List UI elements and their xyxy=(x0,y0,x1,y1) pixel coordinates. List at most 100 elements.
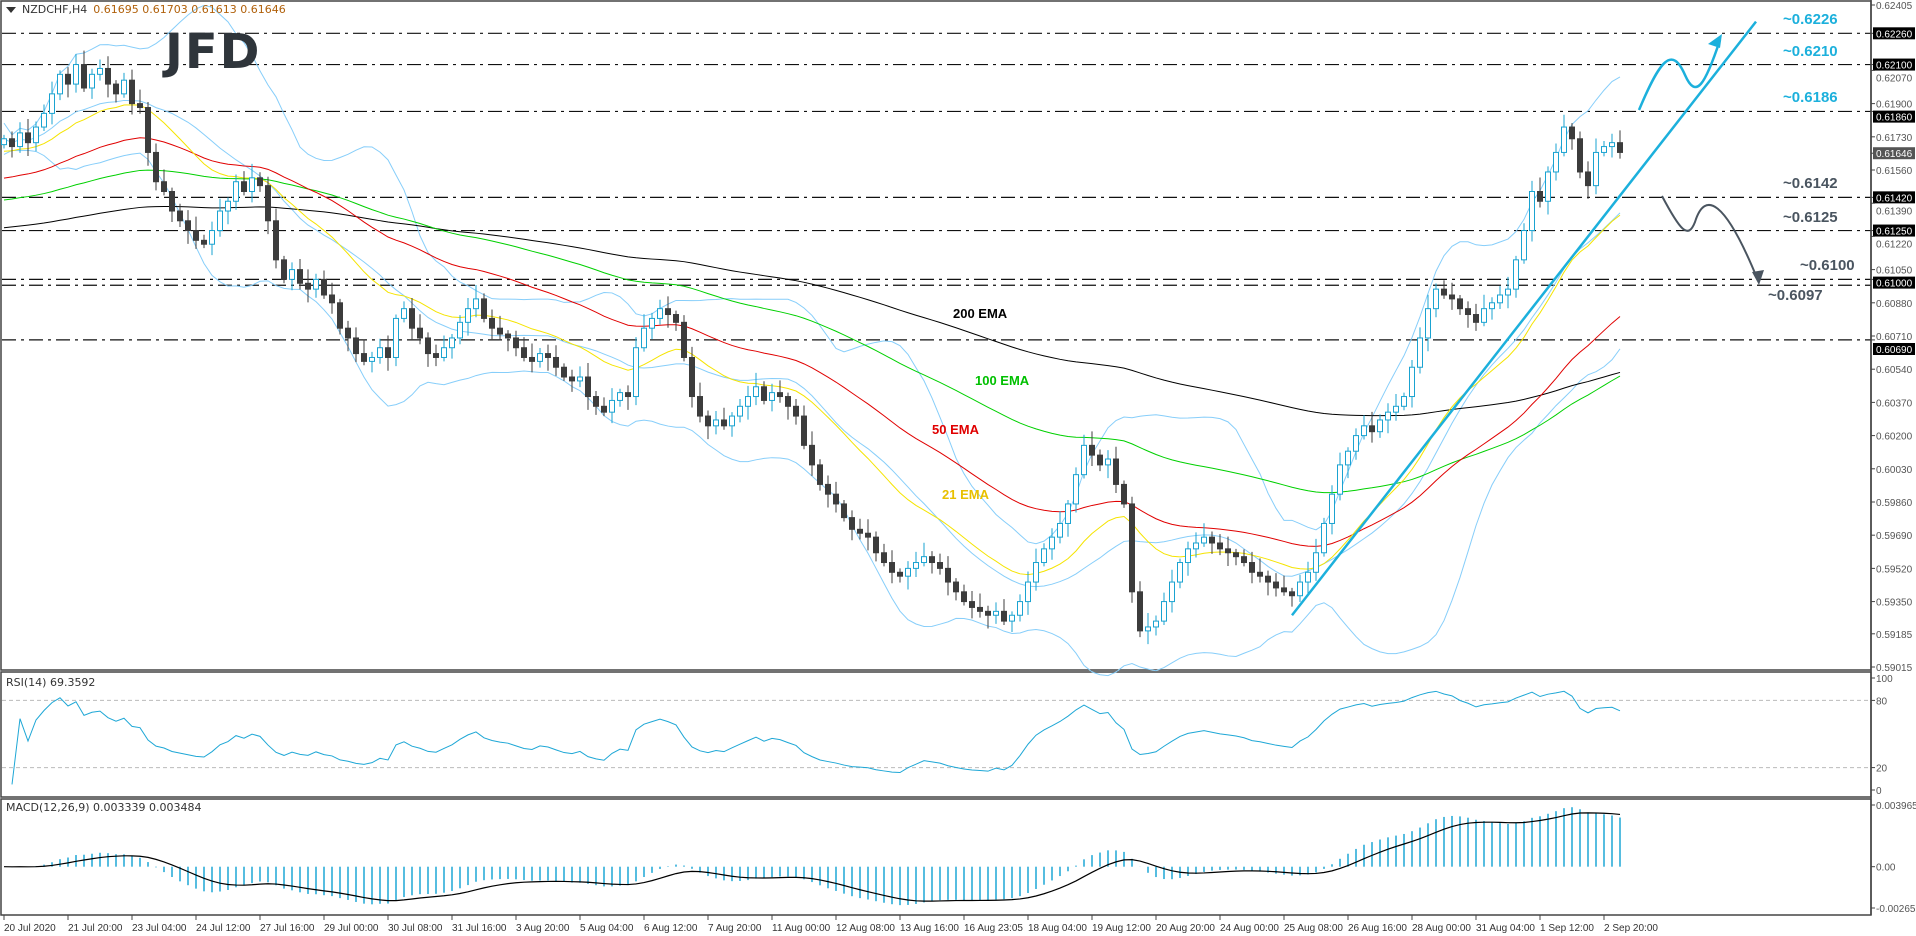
candle-body xyxy=(321,278,327,296)
candle xyxy=(457,315,463,345)
candle xyxy=(1609,133,1615,158)
candle-body xyxy=(273,220,279,261)
candle-body xyxy=(1521,230,1527,261)
candle xyxy=(969,590,975,619)
candle-body xyxy=(1233,552,1239,558)
price-tick-label: 0.61900 xyxy=(1876,100,1913,111)
candle xyxy=(201,234,207,249)
candle-body xyxy=(201,239,207,245)
candle-body xyxy=(297,269,303,284)
candle xyxy=(17,122,23,153)
candle-body xyxy=(1265,575,1271,583)
candle-body xyxy=(1129,503,1135,593)
level-price-label: 0.62260 xyxy=(1876,29,1913,40)
date-tick-label: 20 Jul 2020 xyxy=(4,923,56,934)
candle xyxy=(849,510,855,541)
candle xyxy=(57,70,63,101)
candle-body xyxy=(497,327,503,335)
candle xyxy=(193,216,199,249)
candle-body xyxy=(1033,562,1039,583)
candle xyxy=(393,314,399,367)
rsi-tick-label: 100 xyxy=(1876,674,1893,685)
scenario-arrows xyxy=(1637,34,1764,285)
candle xyxy=(369,351,375,373)
candle-body xyxy=(25,132,31,144)
candle xyxy=(409,298,415,340)
candle-body xyxy=(105,67,111,85)
candle xyxy=(1513,255,1519,298)
candle-body xyxy=(457,321,463,339)
candle-body xyxy=(737,405,743,417)
candle xyxy=(113,80,119,103)
candle-body xyxy=(505,333,511,339)
panel-frame-0 xyxy=(0,0,1872,671)
candle xyxy=(1361,415,1367,440)
candle-body xyxy=(713,419,719,427)
candle-body xyxy=(353,337,359,355)
dropdown-triangle-icon[interactable] xyxy=(6,6,16,13)
candle xyxy=(1081,434,1087,479)
candle-body xyxy=(329,294,335,304)
candle-body xyxy=(1305,571,1311,583)
candle xyxy=(1225,536,1231,567)
candle-body xyxy=(193,230,199,241)
candle xyxy=(1417,327,1423,374)
candle xyxy=(1089,431,1095,467)
candle-body xyxy=(665,308,671,316)
candle-body xyxy=(777,392,783,398)
candle-body xyxy=(1193,542,1199,550)
candle xyxy=(553,345,559,376)
candle xyxy=(817,459,823,491)
candle xyxy=(649,312,655,340)
candle xyxy=(665,296,671,328)
candle-body xyxy=(1505,288,1511,296)
candle-body xyxy=(1329,493,1335,524)
candle xyxy=(329,282,335,314)
date-tick-label: 25 Aug 08:00 xyxy=(1284,923,1343,934)
candle xyxy=(169,187,175,222)
date-tick-label: 18 Aug 04:00 xyxy=(1028,923,1087,934)
candle xyxy=(1457,294,1463,315)
candle-body xyxy=(529,356,535,362)
candle-body xyxy=(617,392,623,401)
candle xyxy=(153,143,159,191)
candle xyxy=(1337,452,1343,501)
candle-body xyxy=(1153,620,1159,628)
trendline[interactable] xyxy=(1291,20,1757,617)
candle xyxy=(1401,392,1407,411)
level-price-label-box xyxy=(1873,110,1915,123)
candle-body xyxy=(65,73,71,85)
price-tick-label: 0.61220 xyxy=(1876,240,1913,251)
candle xyxy=(281,255,287,284)
candle-body xyxy=(73,64,79,85)
level-price-label: 0.60690 xyxy=(1876,345,1913,356)
price-tick-label: 0.59690 xyxy=(1876,531,1913,542)
candle xyxy=(1601,140,1607,157)
candle-body xyxy=(681,321,687,358)
candle-body xyxy=(1177,562,1183,583)
candle-body xyxy=(121,79,127,95)
candle xyxy=(65,67,71,98)
date-tick-label: 31 Jul 16:00 xyxy=(452,923,507,934)
candle xyxy=(105,56,111,98)
candle xyxy=(857,518,863,540)
candle xyxy=(497,315,503,341)
candle xyxy=(385,335,391,371)
candle xyxy=(1553,143,1559,181)
candle xyxy=(73,53,79,93)
candle xyxy=(1017,594,1023,622)
candle xyxy=(977,593,983,618)
candle xyxy=(1177,558,1183,589)
candle-body xyxy=(33,126,39,144)
candle xyxy=(377,338,383,364)
candle-body xyxy=(833,493,839,505)
level-price-label: 0.61250 xyxy=(1876,227,1913,238)
candle-body xyxy=(953,581,959,593)
candle-body xyxy=(673,314,679,323)
date-tick-label: 27 Jul 16:00 xyxy=(260,923,315,934)
candle-body xyxy=(1225,548,1231,554)
candle-body xyxy=(633,347,639,398)
candle-body xyxy=(1297,581,1303,597)
candle xyxy=(993,602,999,624)
